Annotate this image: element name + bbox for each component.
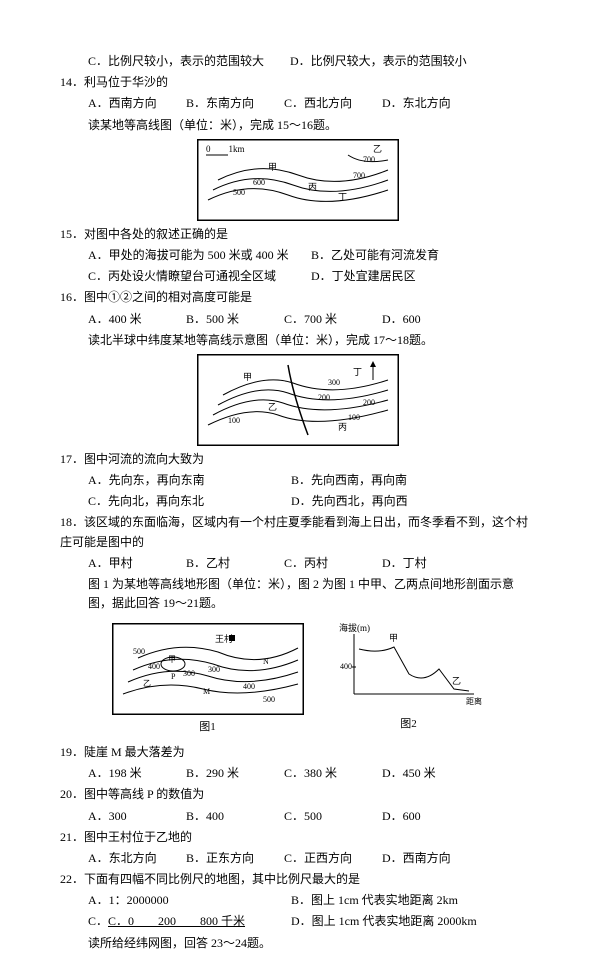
q18-d: D．丁村 bbox=[382, 556, 427, 570]
q22-stem: 22．下面有四幅不同比例尺的地图，其中比例尺最大的是 bbox=[60, 870, 535, 889]
svg-text:400: 400 bbox=[148, 662, 160, 671]
svg-text:200: 200 bbox=[318, 393, 330, 402]
svg-text:丙: 丙 bbox=[338, 422, 347, 432]
svg-text:乙: 乙 bbox=[143, 679, 151, 688]
q20-a: A．300 bbox=[88, 807, 183, 826]
svg-text:400: 400 bbox=[243, 682, 255, 691]
q22-d: D．图上 1cm 代表实地距离 2000km bbox=[291, 914, 477, 928]
q17-d: D．先向西北，再向西 bbox=[291, 494, 408, 508]
q20-stem: 20．图中等高线 P 的数值为 bbox=[60, 785, 535, 804]
svg-text:700: 700 bbox=[353, 171, 365, 180]
svg-text:200: 200 bbox=[363, 398, 375, 407]
svg-text:500: 500 bbox=[133, 647, 145, 656]
svg-text:距离: 距离 bbox=[466, 696, 482, 706]
q13-opt-c: C．比例尺较小，表示的范围较大 bbox=[88, 54, 264, 68]
svg-text:500: 500 bbox=[233, 188, 245, 197]
q20-d: D．600 bbox=[382, 809, 421, 823]
q16-b: B．500 米 bbox=[186, 310, 281, 329]
svg-text:600: 600 bbox=[253, 178, 265, 187]
intro-15-16: 读某地等高线图（单位：米），完成 15～16题。 bbox=[60, 116, 535, 135]
svg-text:海拔(m): 海拔(m) bbox=[339, 622, 370, 633]
intro-23-24: 读所给经纬网图，回答 23～24题。 bbox=[60, 934, 535, 953]
q21-c: C．正西方向 bbox=[284, 849, 379, 868]
q16-c: C．700 米 bbox=[284, 310, 379, 329]
figure-17-18: 100 200 300 100 200 甲 乙 丙 丁 bbox=[197, 354, 399, 446]
q19-c: C．380 米 bbox=[284, 764, 379, 783]
q22-c: C．C．0 200 800 千米 bbox=[88, 912, 288, 931]
q22-a: A．1：2000000 bbox=[88, 891, 288, 910]
fig15-scale: 0 1km bbox=[206, 144, 245, 154]
svg-text:400: 400 bbox=[340, 662, 352, 671]
q15-stem: 15．对图中各处的叙述正确的是 bbox=[60, 225, 535, 244]
q19-a: A．198 米 bbox=[88, 764, 183, 783]
q16-d: D．600 bbox=[382, 312, 421, 326]
svg-text:300: 300 bbox=[183, 669, 195, 678]
q17-c: C．先向北，再向东北 bbox=[88, 492, 288, 511]
svg-text:甲: 甲 bbox=[168, 655, 176, 664]
svg-text:乙: 乙 bbox=[268, 402, 277, 412]
q18-a: A．甲村 bbox=[88, 554, 183, 573]
svg-text:100: 100 bbox=[228, 416, 240, 425]
svg-text:乙: 乙 bbox=[373, 144, 382, 154]
q14-b: B．东南方向 bbox=[186, 94, 281, 113]
figure-2: 海拔(m) 400 甲 乙 距离 bbox=[334, 619, 484, 709]
svg-text:500: 500 bbox=[263, 695, 275, 704]
svg-text:M: M bbox=[203, 687, 210, 696]
intro-17-18: 读北半球中纬度某地等高线示意图（单位：米），完成 17～18题。 bbox=[60, 331, 535, 350]
intro-19-21: 图 1 为某地等高线地形图（单位：米），图 2 为图 1 中甲、乙两点间地形剖面… bbox=[60, 575, 535, 613]
q15-c: C．丙处设火情瞭望台可通视全区域 bbox=[88, 267, 308, 286]
q19-stem: 19．陡崖 M 最大落差为 bbox=[60, 743, 535, 762]
q15-a: A．甲处的海拔可能为 500 米或 400 米 bbox=[88, 246, 308, 265]
svg-text:100: 100 bbox=[348, 413, 360, 422]
svg-text:乙: 乙 bbox=[452, 676, 461, 686]
q15-d: D．丁处宜建居民区 bbox=[311, 269, 416, 283]
svg-text:丙: 丙 bbox=[308, 182, 317, 192]
q17-b: B．先向西南，再向南 bbox=[291, 473, 407, 487]
q14-c: C．西北方向 bbox=[284, 94, 379, 113]
q21-b: B．正东方向 bbox=[186, 849, 281, 868]
q14-stem: 14．利马位于华沙的 bbox=[60, 73, 535, 92]
svg-text:甲: 甲 bbox=[389, 633, 398, 643]
q20-b: B．400 bbox=[186, 807, 281, 826]
q21-a: A．东北方向 bbox=[88, 849, 183, 868]
svg-text:300: 300 bbox=[208, 665, 220, 674]
q14-d: D．东北方向 bbox=[382, 96, 451, 110]
svg-text:300: 300 bbox=[328, 378, 340, 387]
q21-d: D．西南方向 bbox=[382, 851, 451, 865]
q17-a: A．先向东，再向东南 bbox=[88, 471, 288, 490]
q19-d: D．450 米 bbox=[382, 766, 436, 780]
figure-15-16: 0 1km 500 600 700 700 甲 丙 丁 乙 bbox=[197, 139, 399, 221]
svg-text:N: N bbox=[263, 657, 269, 666]
svg-text:丁: 丁 bbox=[338, 192, 347, 202]
q21-stem: 21．图中王村位于乙地的 bbox=[60, 828, 535, 847]
figure-1: 500 400 300 300 400 500 王村 甲 乙 M N P bbox=[112, 623, 304, 715]
q20-c: C．500 bbox=[284, 807, 379, 826]
q18-b: B．乙村 bbox=[186, 554, 281, 573]
svg-text:甲: 甲 bbox=[268, 162, 277, 172]
svg-text:丁: 丁 bbox=[353, 367, 362, 377]
q18-stem: 18．该区域的东面临海，区域内有一个村庄夏季能看到海上日出，而冬季看不到，这个村… bbox=[60, 513, 535, 551]
q13-opt-d: D．比例尺较大，表示的范围较小 bbox=[290, 54, 467, 68]
q22-b: B．图上 1cm 代表实地距离 2km bbox=[291, 893, 458, 907]
q16-stem: 16．图中①②之间的相对高度可能是 bbox=[60, 288, 535, 307]
q19-b: B．290 米 bbox=[186, 764, 281, 783]
svg-text:P: P bbox=[171, 672, 176, 681]
q14-a: A．西南方向 bbox=[88, 94, 183, 113]
q17-stem: 17．图中河流的流向大致为 bbox=[60, 450, 535, 469]
fig1-label: 图1 bbox=[112, 719, 304, 737]
svg-text:甲: 甲 bbox=[243, 372, 252, 382]
svg-text:700: 700 bbox=[363, 155, 375, 164]
q15-b: B．乙处可能有河流发育 bbox=[311, 248, 439, 262]
fig2-label: 图2 bbox=[334, 716, 484, 734]
q18-c: C．丙村 bbox=[284, 554, 379, 573]
q16-a: A．400 米 bbox=[88, 310, 183, 329]
